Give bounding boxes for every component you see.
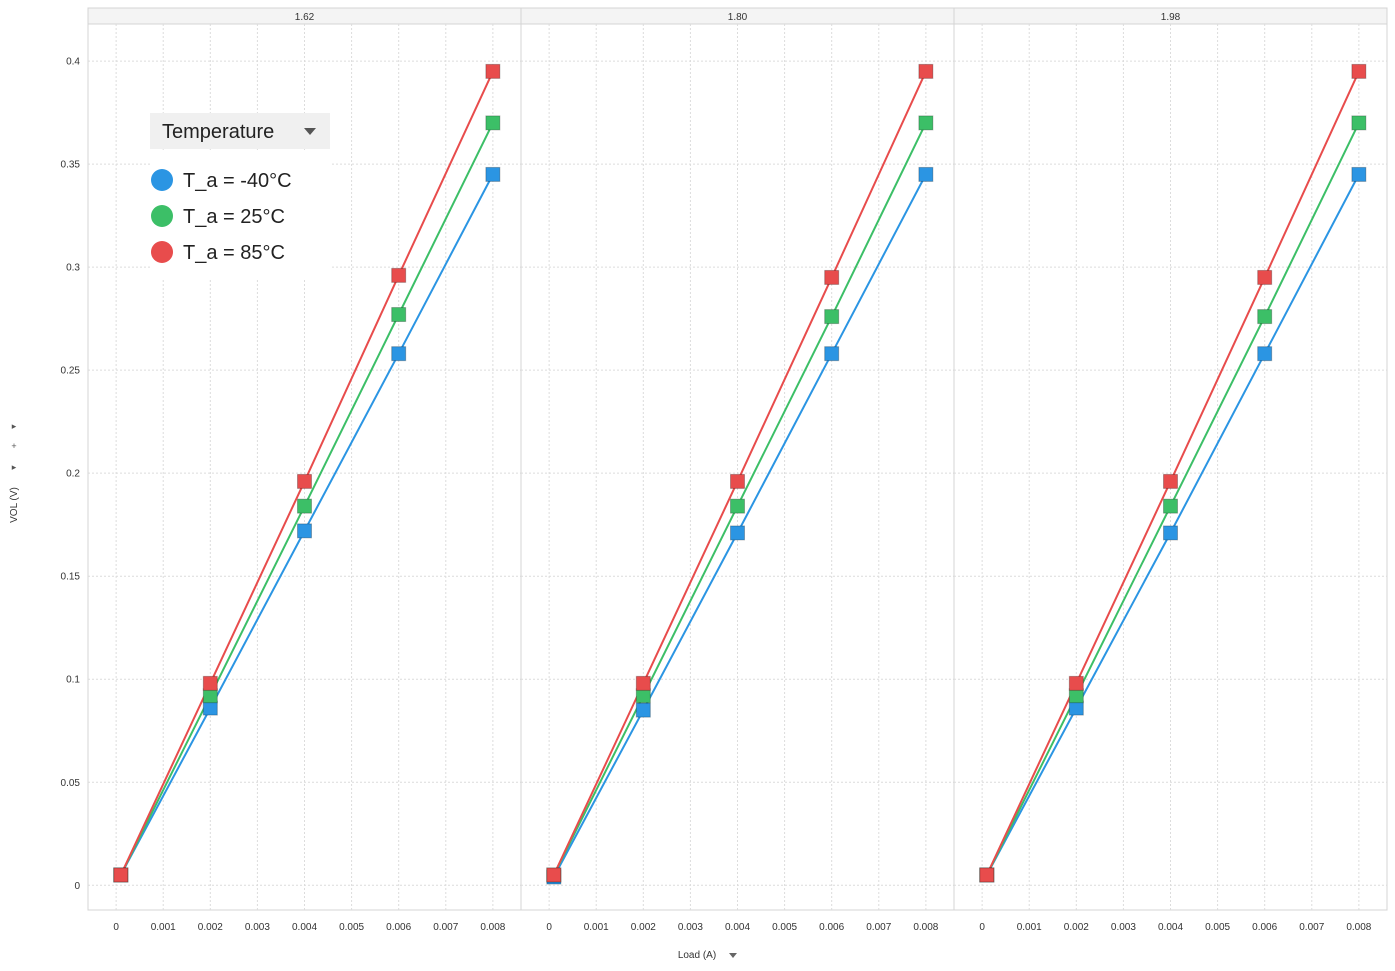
x-tick-label: 0.005 xyxy=(339,922,364,933)
data-point-series1[interactable] xyxy=(824,346,840,362)
legend-marker-3[interactable] xyxy=(151,241,173,263)
data-point-series3[interactable] xyxy=(730,473,745,489)
y-tick-label: 0.35 xyxy=(61,160,81,171)
x-axis-title[interactable]: Load (A) xyxy=(678,950,716,961)
x-tick-label: 0.007 xyxy=(1299,922,1324,933)
data-point-series3[interactable] xyxy=(979,867,995,883)
data-point-series3[interactable] xyxy=(1163,473,1178,489)
data-point-series2[interactable] xyxy=(1351,115,1367,131)
legend-entry-label[interactable]: T_a = -40°C xyxy=(183,170,292,192)
y-tick-label: 0.4 xyxy=(66,57,80,68)
data-point-series2[interactable] xyxy=(485,115,501,131)
x-tick-label: 0.005 xyxy=(1205,922,1230,933)
x-tick-label: 0.001 xyxy=(584,922,609,933)
data-point-series2[interactable] xyxy=(824,309,840,325)
x-tick-label: 0.006 xyxy=(386,922,411,933)
data-point-series3[interactable] xyxy=(918,63,934,79)
x-tick-label: 0.008 xyxy=(1346,922,1371,933)
x-tick-label: 0 xyxy=(546,922,552,933)
data-point-series3[interactable] xyxy=(485,63,501,79)
legend-title[interactable]: Temperature xyxy=(162,121,274,143)
panel-header-label: 1.98 xyxy=(1161,12,1181,23)
legend-body xyxy=(150,152,330,280)
data-point-series1[interactable] xyxy=(635,702,651,718)
expand-icon[interactable]: ▸ xyxy=(12,462,17,472)
panel-3: 1.98 0 0.001 0.002 0.003 0.004 0.005 0.006 0.007… xyxy=(953,7,1388,933)
data-point-series1[interactable] xyxy=(1351,166,1367,182)
x-tick-label: 0.005 xyxy=(772,922,797,933)
x-tick-label: 0.008 xyxy=(913,922,938,933)
data-point-series3[interactable] xyxy=(1068,675,1084,691)
data-point-series1[interactable] xyxy=(730,525,745,541)
data-point-series3[interactable] xyxy=(297,473,312,489)
panel-plot-area xyxy=(953,23,1388,911)
y-tick-label: 0 xyxy=(74,881,80,892)
data-point-series1[interactable] xyxy=(297,523,312,539)
x-tick-label: 0.002 xyxy=(1064,922,1089,933)
y-tick-label: 0.3 xyxy=(66,263,80,274)
data-point-series1[interactable] xyxy=(391,346,407,362)
x-axis-dropdown-caret-down-icon[interactable] xyxy=(729,953,737,958)
y-tick-label: 0.2 xyxy=(66,469,80,480)
data-point-series3[interactable] xyxy=(202,675,218,691)
legend-header[interactable] xyxy=(150,113,330,149)
data-point-series2[interactable] xyxy=(918,115,934,131)
data-point-series1[interactable] xyxy=(1257,346,1273,362)
legend-entry-label[interactable]: T_a = 25°C xyxy=(183,206,285,228)
x-tick-label: 0.001 xyxy=(151,922,176,933)
expand-icon[interactable]: ▸ xyxy=(12,421,17,431)
x-tick-label: 0.006 xyxy=(819,922,844,933)
x-tick-label: 0.002 xyxy=(631,922,656,933)
panel-2: 1.80 0 0.001 0.002 0.003 0.004 0.005 0.006 0.007… xyxy=(520,7,955,933)
legend-entry-label[interactable]: T_a = 85°C xyxy=(183,242,285,264)
data-point-series2[interactable] xyxy=(1257,309,1273,325)
y-tick-label: 0.15 xyxy=(61,572,81,583)
panel-header-label: 1.80 xyxy=(728,12,748,23)
data-point-series2[interactable] xyxy=(730,498,745,514)
x-tick-label: 0.004 xyxy=(725,922,750,933)
legend: Temperature T_a = -40°C T_a = 25°C T_a = 85… xyxy=(150,113,330,280)
grid-lines xyxy=(521,24,954,910)
x-tick-label: 0.006 xyxy=(1252,922,1277,933)
data-point-series3[interactable] xyxy=(1351,63,1367,79)
x-tick-label: 0.004 xyxy=(292,922,317,933)
data-point-series3[interactable] xyxy=(113,867,129,883)
legend-marker-1[interactable] xyxy=(151,169,173,191)
y-tick-label: 0.25 xyxy=(61,366,81,377)
data-point-series2[interactable] xyxy=(391,307,407,323)
data-point-series1[interactable] xyxy=(1163,525,1178,541)
x-tick-label: 0.007 xyxy=(866,922,891,933)
x-tick-label: 0.003 xyxy=(1111,922,1136,933)
legend-dropdown-caret-down-icon[interactable] xyxy=(304,128,316,135)
data-point-series3[interactable] xyxy=(546,867,562,883)
grid-lines xyxy=(954,24,1387,910)
data-point-series1[interactable] xyxy=(485,166,501,182)
add-icon[interactable]: + xyxy=(11,441,16,451)
x-tick-label: 0.003 xyxy=(678,922,703,933)
y-tick-label: 0.1 xyxy=(66,675,80,686)
y-tick-label: 0.05 xyxy=(61,778,81,789)
x-tick-label: 0.007 xyxy=(433,922,458,933)
data-point-series2[interactable] xyxy=(297,498,312,514)
data-point-series1[interactable] xyxy=(918,166,934,182)
data-point-series2[interactable] xyxy=(1163,498,1178,514)
data-point-series3[interactable] xyxy=(1257,269,1273,285)
x-tick-label: 0 xyxy=(113,922,119,933)
panel-plot-area xyxy=(520,23,955,911)
data-point-series3[interactable] xyxy=(824,269,840,285)
x-tick-label: 0.001 xyxy=(1017,922,1042,933)
data-point-series3[interactable] xyxy=(635,675,651,691)
x-tick-label: 0.002 xyxy=(198,922,223,933)
legend-marker-2[interactable] xyxy=(151,205,173,227)
panel-header-label: 1.62 xyxy=(295,12,315,23)
y-axis-title[interactable]: VOL (V) xyxy=(9,487,20,523)
x-tick-label: 0 xyxy=(979,922,985,933)
x-tick-label: 0.004 xyxy=(1158,922,1183,933)
x-tick-label: 0.008 xyxy=(480,922,505,933)
data-point-series3[interactable] xyxy=(391,267,407,283)
x-tick-label: 0.003 xyxy=(245,922,270,933)
